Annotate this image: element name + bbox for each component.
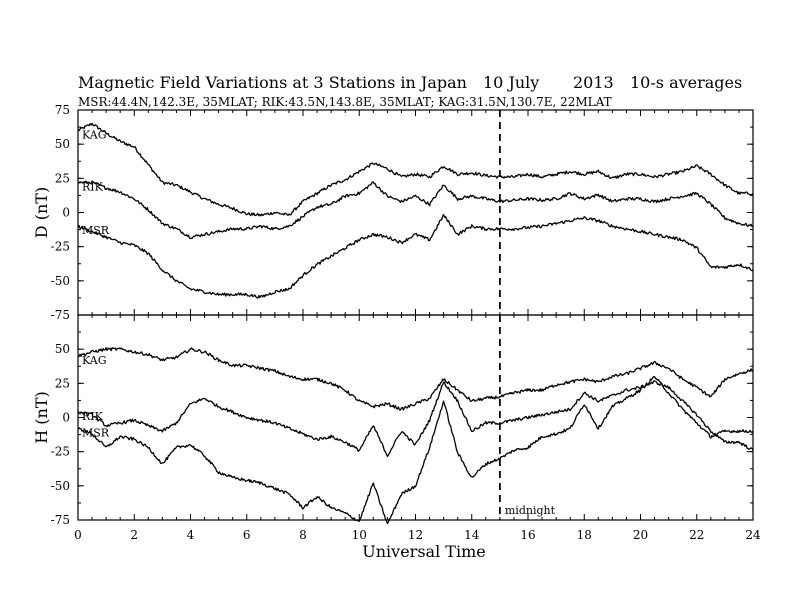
x-tick-label: 22 (689, 528, 704, 542)
y-tick-label: -25 (51, 240, 70, 254)
y-tick-label: 50 (55, 342, 70, 356)
x-tick-label: 24 (745, 528, 761, 542)
y-tick-label: 25 (55, 376, 70, 390)
y-tick-label: 0 (62, 206, 70, 220)
y-tick-label: 75 (55, 103, 70, 117)
series-line-kag (77, 347, 754, 411)
y-axis-label: H (nT) (32, 391, 51, 444)
y-tick-label: -75 (51, 308, 70, 322)
series-line-rik (77, 180, 754, 240)
series-label-kag: KAG (82, 129, 107, 142)
chart-averaging: 10-s averages (630, 73, 742, 92)
series-label-rik: RIK (82, 410, 104, 423)
chart-date-day: 10 July (483, 73, 539, 92)
x-tick-label: 0 (74, 528, 82, 542)
series-line-rik (77, 380, 754, 458)
x-tick-label: 4 (187, 528, 195, 542)
y-tick-label: -75 (51, 513, 70, 527)
series-line-msr (77, 375, 754, 525)
x-tick-label: 18 (577, 528, 592, 542)
panel-frame (77, 109, 754, 316)
series-label-rik: RIK (82, 180, 104, 193)
chart-subtitle: MSR:44.4N,142.3E, 35MLAT; RIK:43.5N,143.… (78, 95, 612, 109)
y-tick-label: 50 (55, 137, 70, 151)
y-tick-label: 0 (62, 411, 70, 425)
x-tick-label: 14 (464, 528, 480, 542)
chart-date-year: 2013 (573, 73, 614, 92)
x-tick-label: 6 (243, 528, 251, 542)
x-tick-label: 20 (633, 528, 648, 542)
series-label-msr: MSR (82, 224, 110, 237)
x-tick-label: 12 (408, 528, 423, 542)
y-axis-label: D (nT) (32, 187, 51, 238)
series-line-msr (77, 213, 754, 299)
plot-area: 75 50 25 0 -25 -50 -75 D (nT) KAG RIK MSR 50 25 0 -25 -… (32, 103, 761, 542)
midnight-label: midnight (505, 504, 556, 517)
series-label-msr: MSR (82, 426, 110, 439)
y-tick-label: -25 (51, 445, 70, 459)
series-label-kag: KAG (82, 354, 107, 367)
series-line-kag (77, 122, 754, 217)
panel-frame (77, 314, 754, 521)
x-tick-label: 10 (352, 528, 367, 542)
chart-title: Magnetic Field Variations at 3 Stations … (78, 73, 467, 92)
x-tick-label: 2 (130, 528, 138, 542)
y-tick-label: -50 (51, 479, 70, 493)
y-tick-label: -50 (51, 274, 70, 288)
x-tick-label: 16 (520, 528, 535, 542)
x-axis-label: Universal Time (362, 542, 485, 561)
x-tick-label: 8 (299, 528, 307, 542)
y-tick-label: 25 (55, 171, 70, 185)
